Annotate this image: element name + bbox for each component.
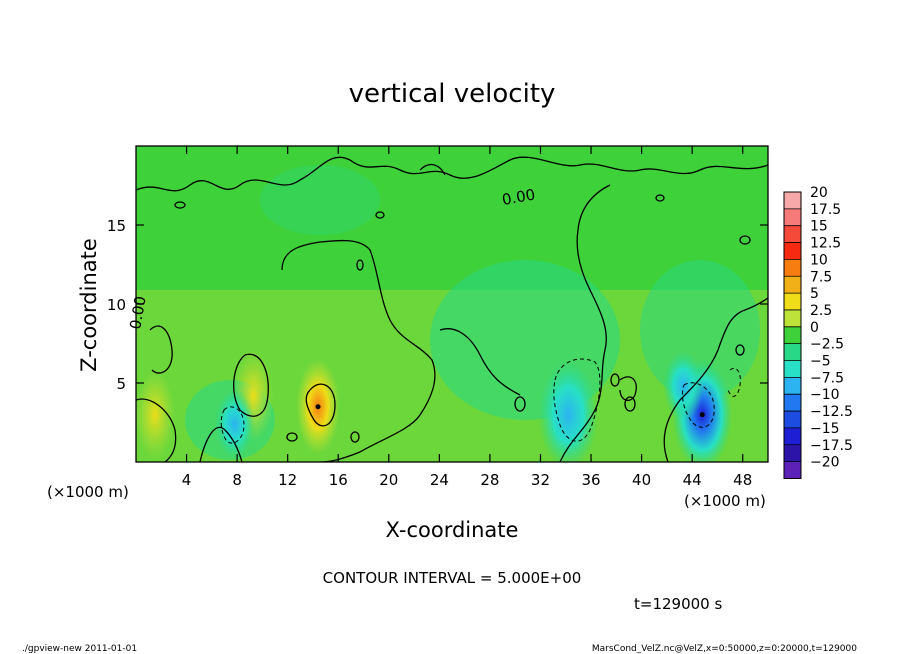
downdraft-peak-marker	[699, 412, 705, 418]
x-unit-right: (×1000 m)	[684, 492, 766, 510]
colorbar-swatch	[784, 259, 801, 277]
footer-left: ./gpview-new 2011-01-01	[22, 644, 137, 654]
x-tick-label: 32	[531, 471, 550, 489]
colorbar-label: −12.5	[810, 404, 853, 420]
colorbar: 2017.51512.5107.552.50−2.5−5−7.5−10−12.5…	[783, 185, 853, 479]
x-axis-label: X-coordinate	[386, 518, 519, 542]
colorbar-swatch	[784, 461, 801, 479]
x-tick-label: 28	[480, 471, 499, 489]
colorbar-label: −17.5	[810, 438, 853, 454]
colorbar-label: 15	[810, 219, 828, 235]
colorbar-swatch	[784, 326, 801, 345]
y-axis: 5 10 15	[107, 217, 768, 393]
colorbar-swatch	[784, 276, 801, 294]
x-tick-label: 36	[581, 471, 600, 489]
contour-interval: CONTOUR INTERVAL = 5.000E+00	[323, 569, 582, 587]
colorbar-label: −10	[810, 387, 840, 403]
y-tick-label: 10	[107, 296, 126, 314]
footer-right: MarsCond_VelZ.nc@VelZ,x=0:50000,z=0:2000…	[592, 644, 857, 654]
negative-contours	[220, 358, 741, 444]
x-tick-label: 48	[733, 471, 752, 489]
colorbar-label: 12.5	[810, 236, 841, 252]
colorbar-swatch	[784, 394, 801, 412]
y-tick-label: 15	[107, 217, 126, 235]
x-unit-left: (×1000 m)	[47, 483, 129, 501]
colorbar-label: 20	[810, 185, 828, 201]
x-tick-label: 16	[329, 471, 348, 489]
colorbar-swatch	[784, 444, 801, 462]
colorbar-label: −20	[810, 455, 840, 471]
colorbar-label: 10	[810, 252, 828, 268]
colorbar-label: −2.5	[810, 337, 844, 353]
colorbar-label: 5	[810, 286, 819, 302]
updraft-cell	[136, 369, 175, 460]
colorbar-swatch	[784, 242, 801, 260]
colorbar-label: 7.5	[810, 269, 832, 285]
x-tick-label: 4	[182, 471, 192, 489]
plot-field	[136, 146, 768, 462]
colorbar-label: 0	[810, 320, 819, 336]
x-tick-label: 24	[430, 471, 449, 489]
x-tick-label: 20	[379, 471, 398, 489]
colorbar-label: −7.5	[810, 370, 844, 386]
y-tick-label: 5	[116, 375, 126, 393]
x-tick-label: 44	[683, 471, 702, 489]
colorbar-label: −15	[810, 421, 840, 437]
colorbar-label: −5	[810, 354, 831, 370]
colorbar-swatch	[784, 343, 801, 361]
chart-title: vertical velocity	[349, 79, 556, 109]
contour-lines	[136, 156, 768, 462]
colorbar-swatch	[784, 360, 801, 378]
colorbar-swatch	[784, 208, 801, 227]
x-tick-label: 8	[232, 471, 242, 489]
downdraft-cell	[214, 389, 255, 460]
colorbar-swatch	[784, 377, 801, 395]
colorbar-swatch	[784, 225, 801, 243]
colorbar-swatch	[784, 309, 801, 328]
time-label: t=129000 s	[634, 595, 722, 613]
colorbar-swatch	[784, 411, 801, 429]
x-tick-label: 40	[632, 471, 651, 489]
weak-downdraft-zone	[260, 165, 380, 235]
colorbar-label: 2.5	[810, 303, 832, 319]
colorbar-label: 17.5	[810, 202, 841, 218]
colorbar-swatch	[784, 192, 801, 210]
x-tick-label: 12	[278, 471, 297, 489]
updraft-peak-marker	[315, 404, 321, 410]
downdraft-cell	[538, 359, 599, 462]
colorbar-swatch	[784, 427, 801, 446]
colorbar-swatch	[784, 293, 801, 311]
y-axis-label: Z-coordinate	[77, 238, 101, 372]
x-axis: 4 8 12 16 20 24 28 32 36 40 44 48	[182, 146, 752, 489]
contour-label: 0.00	[501, 185, 537, 209]
